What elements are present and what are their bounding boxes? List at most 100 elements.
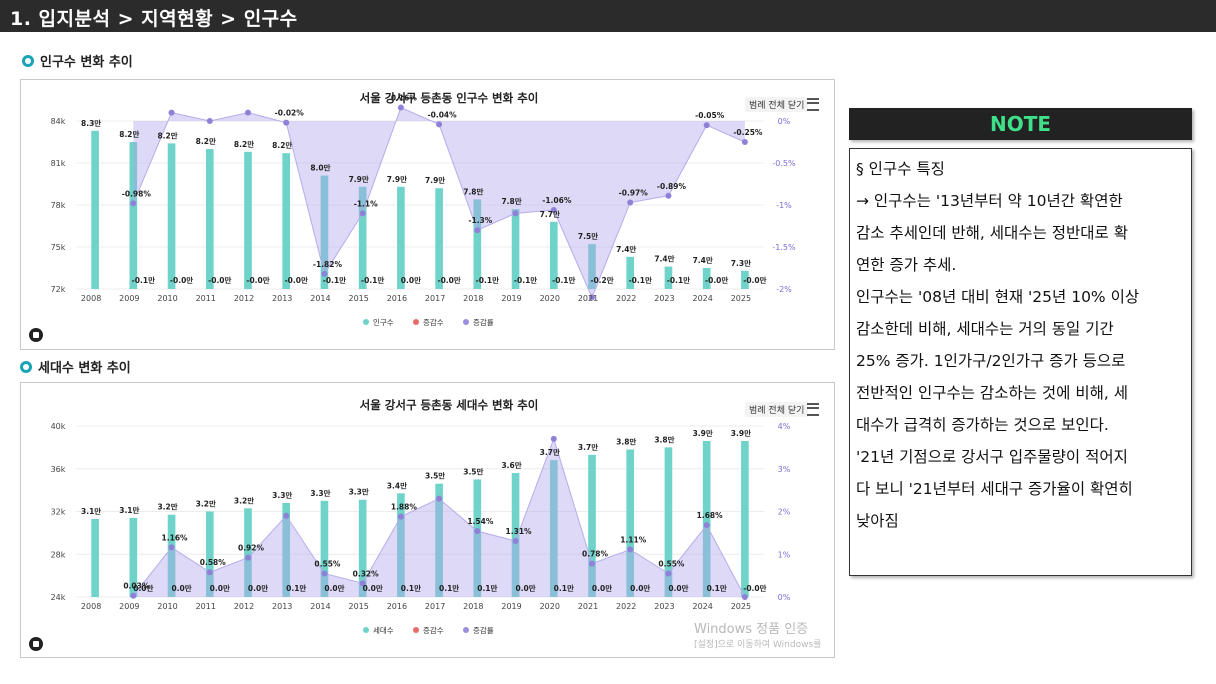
bar-value-label: 3.2만 (157, 502, 177, 512)
bar-value-label: 7.8만 (501, 196, 521, 206)
legend-label: 증감수 (423, 317, 444, 327)
rate-value-label: 0.32% (353, 569, 380, 578)
bar (435, 483, 443, 597)
rate-value-label: 0.55% (314, 559, 341, 568)
bar-value-label: 7.4만 (693, 255, 713, 265)
rate-marker (359, 210, 366, 217)
bar (626, 256, 635, 289)
x-tick-label: 2015 (348, 602, 368, 611)
x-tick-label: 2019 (501, 602, 521, 611)
bar (511, 209, 520, 289)
rate-marker (130, 592, 137, 599)
legend-marker (413, 627, 419, 633)
note-line: 25% 증가. 1인가구/2인가구 증가 등으로 (856, 352, 1126, 370)
rate-value-label: -0.98% (122, 189, 152, 198)
x-tick-label: 2012 (234, 602, 254, 611)
bar-value-label: 3.4만 (387, 480, 407, 490)
bar-value-label: 3.9만 (693, 428, 713, 438)
note-line: 인구수는 '08년 대비 현재 '25년 10% 이상 (856, 288, 1140, 306)
y-tick-label: 28k (51, 550, 66, 559)
x-tick-label: 2016 (387, 602, 407, 611)
x-tick-label: 2017 (425, 294, 445, 303)
y2-tick-label: 4% (778, 422, 791, 431)
change-value-label: -0.0만 (208, 275, 231, 285)
note-line: 전반적인 인구수는 감소하는 것에 비해, 세 (856, 384, 1128, 402)
change-value-label: -0.1만 (552, 275, 575, 285)
note-body: § 인구수 특징 → 인구수는 '13년부터 약 10년간 확연한 감소 추세인데 … (849, 148, 1192, 576)
x-tick-label: 2020 (540, 294, 560, 303)
rate-marker (703, 522, 710, 529)
x-tick-label: 2022 (616, 294, 636, 303)
rate-value-label: -0.97% (619, 188, 649, 197)
change-value-label: 0.1만 (401, 583, 421, 593)
rate-area (133, 107, 745, 298)
legend-toggle-button[interactable]: 범례 전체 닫기 (745, 402, 809, 417)
bar (129, 142, 138, 289)
legend-marker (463, 627, 469, 633)
bar (702, 440, 711, 597)
legend-label: 증감률 (473, 317, 494, 327)
section-title-households-label: 세대수 변화 추이 (38, 361, 131, 376)
legend-toggle-button[interactable]: 범례 전체 닫기 (745, 97, 809, 112)
rate-value-label: 0.92% (238, 544, 265, 553)
change-value-label: -0.1만 (629, 275, 652, 285)
legend-marker (363, 319, 369, 325)
rate-value-label: 0.58% (200, 558, 227, 567)
x-tick-label: 2011 (196, 294, 216, 303)
bar (473, 479, 482, 597)
bar-value-label: 8.2만 (119, 129, 139, 139)
rate-marker (474, 528, 481, 535)
watermark-line-1: Windows 정품 인증 (694, 622, 809, 637)
bar (397, 186, 405, 289)
rate-value-label: -0.05% (695, 111, 725, 120)
population-chart: 서울 강서구 등촌동 인구수 변화 추이 84k 0% 81k -0.5% 78k -1% 7… (20, 79, 835, 350)
x-tick-label: 2023 (654, 294, 674, 303)
bar (358, 186, 367, 289)
rate-marker (168, 109, 175, 116)
bar-value-label: 3.3만 (349, 487, 369, 497)
y-tick-label: 40k (51, 422, 66, 431)
change-value-label: 0.0만 (630, 583, 650, 593)
bar (588, 244, 596, 289)
note-line: 대수가 급격히 증가하는 것으로 보인다. (856, 416, 1109, 434)
y2-tick-label: 3% (778, 465, 791, 474)
bar (282, 502, 291, 597)
rate-marker (436, 121, 443, 128)
rate-marker (283, 119, 290, 126)
note-line: § 인구수 특징 (856, 160, 945, 178)
rate-area (133, 438, 745, 597)
change-value-label: -0.0만 (743, 275, 766, 285)
rate-marker (665, 570, 672, 577)
change-value-label: 0.0만 (401, 275, 421, 285)
legend-label: 증감률 (473, 625, 494, 635)
bar-value-label: 7.9만 (387, 174, 407, 184)
bar (358, 499, 367, 597)
bar-value-label: 8.3만 (81, 118, 101, 128)
rate-marker (206, 569, 213, 576)
chart-menu-icon[interactable] (807, 403, 819, 416)
rate-marker (512, 537, 519, 544)
bar-value-label: 3.9만 (731, 428, 751, 438)
bar (244, 508, 252, 597)
bar-value-label: 3.3만 (310, 488, 330, 498)
bar (511, 473, 520, 597)
home-circle-icon (22, 54, 34, 67)
bar (167, 514, 176, 597)
x-tick-label: 2009 (119, 294, 139, 303)
bar (549, 460, 558, 597)
legend-label: 세대수 (373, 626, 394, 635)
rate-marker (589, 560, 595, 567)
bar (91, 518, 99, 597)
chart-menu-icon[interactable] (807, 98, 819, 111)
rate-value-label: 1.16% (162, 533, 189, 542)
bar (320, 500, 329, 597)
x-tick-label: 2018 (463, 602, 483, 611)
x-tick-label: 2017 (425, 602, 445, 611)
bar-value-label: 8.2만 (196, 136, 216, 146)
bar-value-label: 3.7만 (540, 447, 560, 457)
bar (435, 188, 443, 289)
bar (549, 221, 558, 289)
rate-marker (321, 270, 328, 277)
bar-value-label: 3.6만 (501, 460, 521, 470)
change-value-label: -0.1만 (132, 275, 155, 285)
